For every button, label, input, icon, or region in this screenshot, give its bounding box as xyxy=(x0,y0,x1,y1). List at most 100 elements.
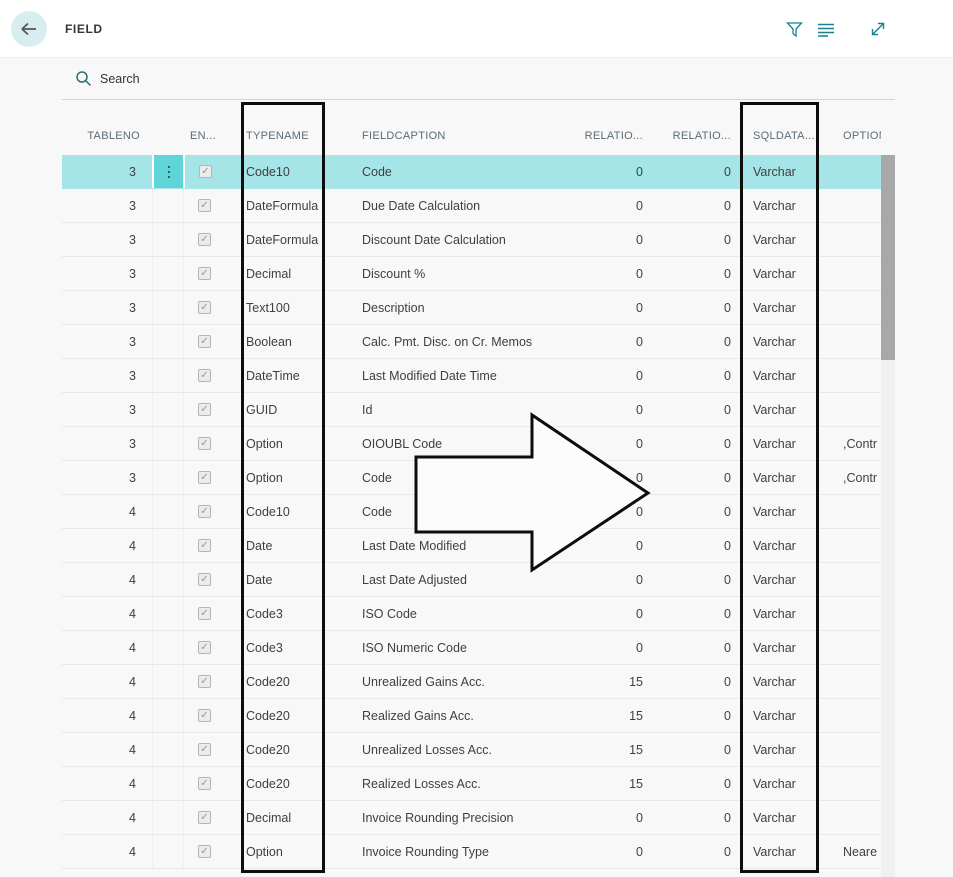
checkbox-checked-icon: ✓ xyxy=(198,267,211,280)
row-handle[interactable] xyxy=(152,223,183,256)
table-row[interactable]: 4 ✓ Code20 Realized Gains Acc. 15 0 Varc… xyxy=(62,699,881,733)
table-row[interactable]: 3 ✓ DateFormula Due Date Calculation 0 0… xyxy=(62,189,881,223)
row-handle[interactable] xyxy=(152,835,183,868)
cell-enabled[interactable]: ✓ xyxy=(183,699,242,732)
search-bar[interactable]: Search xyxy=(62,58,895,100)
table-row[interactable]: 3 ✓ Text100 Description 0 0 Varchar xyxy=(62,291,881,325)
row-handle[interactable] xyxy=(152,393,183,426)
table-row[interactable]: 3 ✓ DateTime Last Modified Date Time 0 0… xyxy=(62,359,881,393)
table-row[interactable]: 3 ✓ Decimal Discount % 0 0 Varchar xyxy=(62,257,881,291)
cell-enabled[interactable]: ✓ xyxy=(183,189,242,222)
cell-fieldcaption: Calc. Pmt. Disc. on Cr. Memos xyxy=(362,334,533,349)
row-handle[interactable] xyxy=(152,325,183,358)
checkbox-checked-icon: ✓ xyxy=(198,403,211,416)
cell-enabled[interactable]: ✓ xyxy=(183,325,242,358)
row-handle[interactable] xyxy=(152,427,183,460)
cell-enabled[interactable]: ✓ xyxy=(183,223,242,256)
cell-sqldatatype: Varchar xyxy=(753,198,796,213)
cell-fieldcaption: Realized Gains Acc. xyxy=(362,708,474,723)
cell-enabled[interactable]: ✓ xyxy=(183,359,242,392)
table-row[interactable]: 4 ✓ Code20 Unrealized Losses Acc. 15 0 V… xyxy=(62,733,881,767)
row-handle[interactable] xyxy=(152,563,183,596)
cell-fieldcaption: Realized Losses Acc. xyxy=(362,776,481,791)
row-handle[interactable] xyxy=(152,631,183,664)
table-row[interactable]: 4 ✓ Decimal Invoice Rounding Precision 0… xyxy=(62,801,881,835)
cell-enabled[interactable]: ✓ xyxy=(183,427,242,460)
cell-enabled[interactable]: ✓ xyxy=(183,631,242,664)
row-handle[interactable] xyxy=(152,767,183,800)
row-handle[interactable] xyxy=(152,189,183,222)
page-title: FIELD xyxy=(65,22,103,36)
cell-relation2: 0 xyxy=(724,436,731,451)
cell-enabled[interactable]: ✓ xyxy=(183,495,242,528)
cell-typename: DateTime xyxy=(246,368,300,383)
table-row[interactable]: 3 ✓ Option OIOUBL Code 0 0 Varchar ,Cont… xyxy=(62,427,881,461)
table-row[interactable]: 4 ✓ Code20 Realized Losses Acc. 15 0 Var… xyxy=(62,767,881,801)
vertical-scrollbar-thumb[interactable] xyxy=(881,155,895,360)
cell-enabled[interactable]: ✓ xyxy=(183,291,242,324)
row-handle[interactable] xyxy=(152,529,183,562)
row-handle[interactable] xyxy=(152,155,183,188)
filter-icon[interactable] xyxy=(786,21,803,38)
cell-enabled[interactable]: ✓ xyxy=(183,155,242,188)
table-row[interactable]: 3 ✓ DateFormula Discount Date Calculatio… xyxy=(62,223,881,257)
back-button[interactable] xyxy=(11,11,47,47)
checkbox-checked-icon: ✓ xyxy=(198,845,211,858)
row-handle[interactable] xyxy=(152,461,183,494)
cell-options xyxy=(822,155,881,188)
cell-sqldatatype: Varchar xyxy=(753,164,796,179)
cell-enabled[interactable]: ✓ xyxy=(183,461,242,494)
row-handle[interactable] xyxy=(152,699,183,732)
list-icon[interactable] xyxy=(817,21,835,38)
table-row[interactable]: 4 ✓ Date Last Date Adjusted 0 0 Varchar xyxy=(62,563,881,597)
col-header-options[interactable]: OPTIONS xyxy=(843,129,881,142)
table-row[interactable]: 4 ✓ Code10 Code 0 0 Varchar xyxy=(62,495,881,529)
row-handle[interactable] xyxy=(152,359,183,392)
table-row[interactable]: 3 ✓ Option Code 0 0 Varchar ,Contr xyxy=(62,461,881,495)
row-handle[interactable] xyxy=(152,733,183,766)
row-handle[interactable] xyxy=(152,597,183,630)
row-handle[interactable] xyxy=(152,257,183,290)
table-row[interactable]: 4 ✓ Option Invoice Rounding Type 0 0 Var… xyxy=(62,835,881,869)
table-row[interactable]: 4 ✓ Code3 ISO Numeric Code 0 0 Varchar xyxy=(62,631,881,665)
table-row[interactable]: 4 ✓ Code3 ISO Code 0 0 Varchar xyxy=(62,597,881,631)
col-header-relation2[interactable]: RELATIO... xyxy=(672,129,731,142)
cell-enabled[interactable]: ✓ xyxy=(183,801,242,834)
table-row[interactable]: 4 ✓ Code20 Unrealized Gains Acc. 15 0 Va… xyxy=(62,665,881,699)
cell-relation2: 0 xyxy=(724,470,731,485)
cell-options xyxy=(822,631,881,664)
col-header-enabled[interactable]: EN... xyxy=(190,129,216,142)
checkbox-checked-icon: ✓ xyxy=(198,743,211,756)
col-header-tableno[interactable]: TABLENO xyxy=(87,129,140,142)
cell-enabled[interactable]: ✓ xyxy=(183,393,242,426)
table-row[interactable]: 3 ✓ Boolean Calc. Pmt. Disc. on Cr. Memo… xyxy=(62,325,881,359)
checkbox-checked-icon: ✓ xyxy=(198,675,211,688)
expand-icon[interactable] xyxy=(869,20,887,38)
table-row[interactable]: 3 ✓ GUID Id 0 0 Varchar xyxy=(62,393,881,427)
vertical-scrollbar-track[interactable] xyxy=(881,155,895,877)
cell-enabled[interactable]: ✓ xyxy=(183,597,242,630)
row-handle[interactable] xyxy=(152,665,183,698)
cell-relation1: 15 xyxy=(629,674,643,689)
table-row[interactable]: 3 ✓ Code10 Code 0 0 Varchar xyxy=(62,155,881,189)
cell-enabled[interactable]: ✓ xyxy=(183,835,242,868)
table-row[interactable]: 4 ✓ Date Last Date Modified 0 0 Varchar xyxy=(62,529,881,563)
cell-typename: Text100 xyxy=(246,300,290,315)
col-header-relation1[interactable]: RELATIO... xyxy=(584,129,643,142)
row-handle[interactable] xyxy=(152,495,183,528)
row-handle[interactable] xyxy=(152,291,183,324)
cell-enabled[interactable]: ✓ xyxy=(183,665,242,698)
cell-enabled[interactable]: ✓ xyxy=(183,529,242,562)
cell-enabled[interactable]: ✓ xyxy=(183,257,242,290)
cell-typename: Code20 xyxy=(246,708,290,723)
col-header-sqldatatype[interactable]: SQLDATA... xyxy=(753,129,815,142)
cell-enabled[interactable]: ✓ xyxy=(183,767,242,800)
cell-enabled[interactable]: ✓ xyxy=(183,733,242,766)
cell-options: Neare xyxy=(843,844,878,859)
col-header-fieldcaption[interactable]: FIELDCAPTION xyxy=(362,129,446,142)
cell-fieldcaption: Id xyxy=(362,402,373,417)
cell-enabled[interactable]: ✓ xyxy=(183,563,242,596)
col-header-typename[interactable]: TYPENAME xyxy=(246,129,309,142)
row-handle[interactable] xyxy=(152,801,183,834)
cell-options xyxy=(822,393,881,426)
